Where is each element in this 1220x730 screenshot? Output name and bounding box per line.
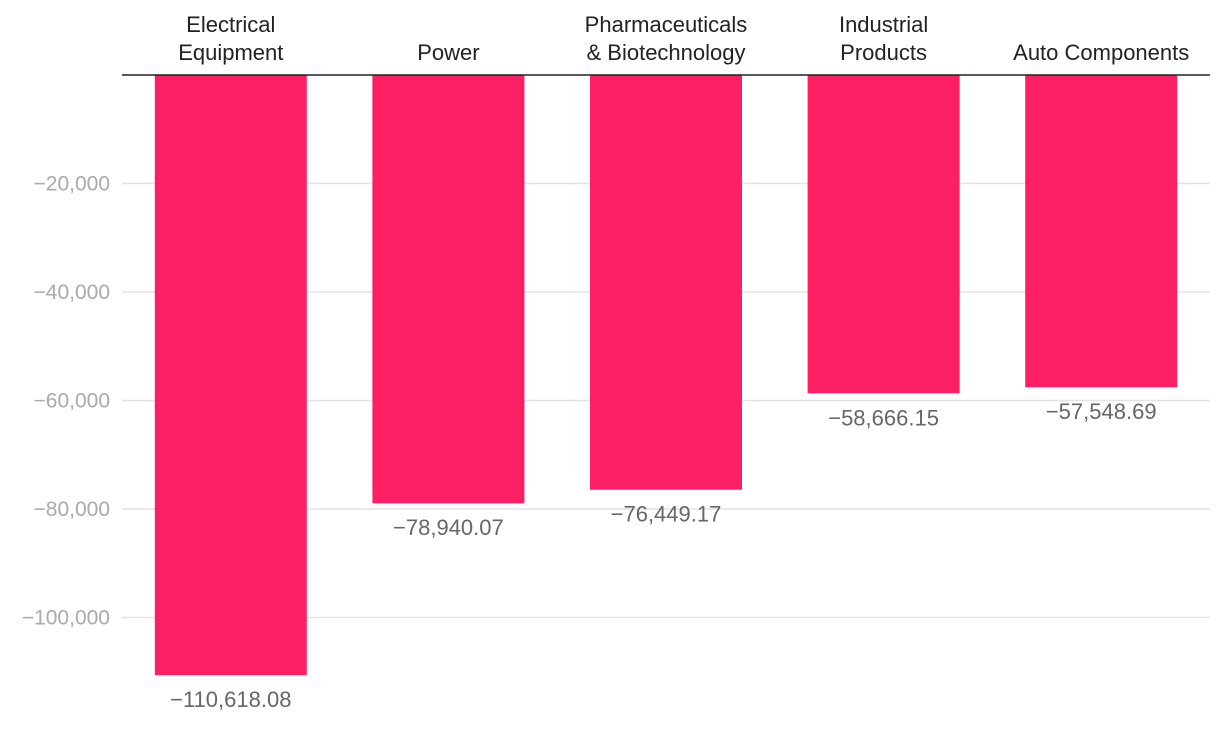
category-label: Auto Components (1013, 40, 1189, 65)
y-tick-label: −100,000 (22, 607, 110, 630)
y-tick-label: −40,000 (34, 281, 111, 304)
category-label: & Biotechnology (587, 40, 746, 65)
bar (807, 75, 960, 394)
y-axis-ticks: −20,000 −40,000 −60,000 −80,000 −100,000 (22, 173, 110, 630)
category-label: Products (840, 40, 927, 65)
category-label: Power (417, 40, 479, 65)
value-labels: −110,618.08 −78,940.07 −76,449.17 −58,666.1… (170, 399, 1156, 712)
bar (372, 75, 525, 504)
bar (590, 75, 742, 490)
y-tick-label: −20,000 (34, 173, 111, 196)
category-label: Pharmaceuticals (585, 12, 748, 37)
y-tick-label: −80,000 (34, 498, 111, 521)
category-label: Equipment (178, 40, 283, 65)
bar-value-label: −57,548.69 (1046, 399, 1157, 424)
category-labels: Electrical Equipment Power Pharmaceuticals &… (178, 12, 1189, 65)
bars (154, 75, 1178, 676)
category-label: Industrial (839, 12, 928, 37)
bar-value-label: −110,618.08 (170, 687, 291, 712)
bar (154, 75, 307, 676)
bar-value-label: −78,940.07 (393, 515, 504, 540)
category-label: Electrical (186, 12, 275, 37)
bar-value-label: −58,666.15 (828, 405, 939, 430)
bar (1025, 75, 1178, 388)
y-tick-label: −60,000 (34, 390, 111, 413)
bar-value-label: −76,449.17 (611, 502, 722, 527)
